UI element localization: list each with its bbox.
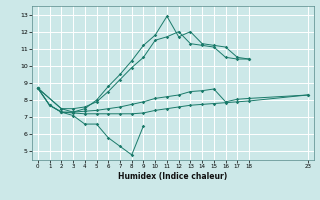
X-axis label: Humidex (Indice chaleur): Humidex (Indice chaleur) (118, 172, 228, 181)
